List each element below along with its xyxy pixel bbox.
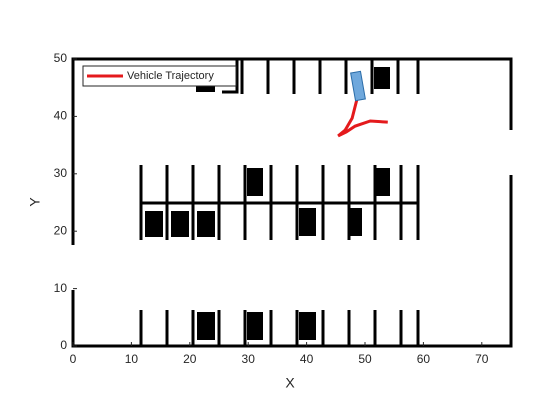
parked-car	[247, 168, 263, 196]
x-tick-label: 20	[183, 352, 197, 366]
y-tick-label: 30	[54, 166, 68, 180]
x-tick-label: 50	[358, 352, 372, 366]
parked-car	[348, 208, 362, 236]
parked-car	[145, 211, 163, 237]
y-tick-label: 40	[54, 109, 68, 123]
parked-car	[197, 312, 215, 340]
bottom-spots	[139, 310, 420, 346]
parked-car	[374, 168, 390, 196]
y-tick-label: 50	[54, 51, 68, 65]
vehicle	[350, 70, 366, 102]
middle-spots	[139, 165, 420, 240]
x-tick-label: 30	[242, 352, 256, 366]
trajectory	[337, 80, 388, 138]
x-tick-label: 40	[300, 352, 314, 366]
x-axis-label: X	[285, 375, 295, 391]
parked-car	[247, 312, 263, 340]
y-axis-label: Y	[27, 197, 43, 207]
x-tick-label: 10	[125, 352, 139, 366]
parked-car	[299, 312, 316, 340]
x-tick-label: 70	[475, 352, 489, 366]
legend-box	[82, 65, 237, 87]
x-tick-label: 0	[70, 352, 77, 366]
lot-boundary	[71, 57, 513, 348]
parking-lot	[71, 57, 513, 348]
x-tick-label: 60	[417, 352, 431, 366]
top-spots	[216, 57, 420, 94]
parked-car	[197, 211, 215, 237]
y-tick-label: 20	[54, 223, 68, 237]
y-tick-label: 0	[60, 338, 67, 352]
parked-car	[299, 208, 316, 236]
parked-car	[171, 211, 189, 237]
y-tick-label: 10	[54, 281, 68, 295]
legend-label: Vehicle Trajectory	[127, 70, 214, 82]
parked-car	[374, 67, 390, 89]
